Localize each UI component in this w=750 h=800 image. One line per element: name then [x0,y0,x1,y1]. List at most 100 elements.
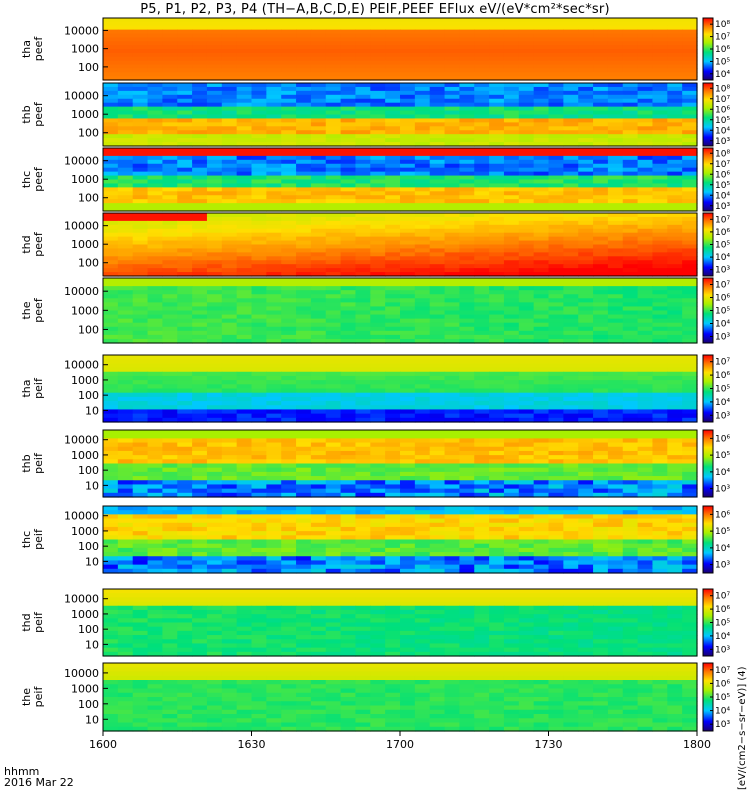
heatmap-cell [177,102,193,108]
heatmap-cell [474,94,490,100]
heatmap-cell [206,179,223,185]
heatmap-cell [489,256,505,261]
heatmap-cell [652,33,668,38]
heatmap-cell [385,228,401,234]
heatmap-cell [578,371,594,377]
heatmap-cell [652,224,668,230]
heatmap-cell [132,240,149,246]
heatmap-cell [251,171,267,177]
heatmap-cell [340,179,357,185]
heatmap-cell [355,68,371,73]
heatmap-cell [563,450,579,456]
heatmap-cell [622,459,639,465]
heatmap-cell [593,476,609,481]
heatmap-cell [667,68,683,73]
heatmap-cell [177,256,193,261]
heatmap-cell [429,260,446,265]
heatmap-cell [444,21,460,27]
heatmap-cell [192,60,208,66]
heatmap-cell [578,264,594,269]
heatmap-cell [652,401,668,406]
heatmap-cell [533,244,550,250]
heatmap-cell [548,52,564,58]
heatmap-cell [162,102,178,108]
heatmap-cell [474,114,490,120]
heatmap-cell [370,68,386,73]
heatmap-cell [296,72,312,77]
heatmap-cell [370,310,386,316]
heatmap-cell [459,18,475,23]
heatmap-cell [400,506,416,511]
heatmap-cell [206,252,223,257]
heatmap-cell [622,25,639,31]
y-tick-label: 100 [78,389,99,402]
heatmap-cell [325,322,342,328]
heatmap-cell [622,450,639,456]
heatmap-cell [593,163,609,169]
heatmap-cell [548,72,564,77]
heatmap-cell [459,396,475,402]
heatmap-cell [236,375,253,381]
heatmap-cell [340,220,357,226]
heatmap-cell [236,367,253,373]
heatmap-cell [533,514,550,520]
heatmap-cell [325,476,342,481]
heatmap-cell [667,195,683,200]
heatmap-cell [251,286,267,291]
heatmap-cell [266,375,282,381]
heatmap-cell [503,244,520,250]
heatmap-cell [296,388,312,394]
heatmap-cell [385,110,401,116]
heatmap-cell [489,446,505,452]
heatmap-cell [147,130,163,135]
heatmap-cell [444,76,460,81]
heatmap-cell [355,438,371,444]
heatmap-cell [518,94,535,100]
heatmap-cell [414,37,431,42]
colorbar-tick-label: 10⁶ [715,170,730,180]
heatmap-cell [296,488,312,494]
heatmap-cell [682,203,698,208]
heatmap-cell [251,463,267,469]
heatmap-cell [533,306,550,312]
heatmap-cell [593,272,609,277]
heatmap-cell [593,290,609,295]
heatmap-cell [162,396,178,402]
heatmap-cell [637,282,654,287]
heatmap-cell [296,396,312,402]
heatmap-cell [563,244,579,250]
heatmap-cell [117,98,134,104]
heatmap-cell [325,484,342,490]
heatmap-cell [385,302,401,308]
heatmap-cell [667,106,683,112]
heatmap-cell [310,122,327,127]
heatmap-cell [177,510,193,515]
heatmap-cell [132,268,149,273]
heatmap-cell [236,531,253,536]
panel-ylabel-probe: tha [20,40,33,58]
heatmap-cell [637,68,654,73]
heatmap-cell [355,476,371,481]
heatmap-cell [162,138,178,143]
heatmap-cell [251,72,267,77]
heatmap-cell [607,272,624,277]
heatmap-cell [489,232,505,238]
heatmap-cell [548,130,564,135]
heatmap-cell [682,248,698,253]
heatmap-cell [355,18,371,23]
heatmap-cell [637,159,654,165]
heatmap-cell [637,326,654,332]
heatmap-cell [370,236,386,242]
heatmap-cell [370,272,386,277]
heatmap-cell [414,49,431,54]
heatmap-cell [459,467,475,473]
heatmap-cell [281,314,297,320]
heatmap-cell [132,438,149,444]
heatmap-cell [221,539,238,545]
heatmap-cell [236,52,253,58]
heatmap-cell [667,367,683,373]
heatmap-cell [310,195,327,200]
heatmap-cell [370,302,386,308]
heatmap-cell [162,179,178,185]
heatmap-cell [622,417,639,423]
